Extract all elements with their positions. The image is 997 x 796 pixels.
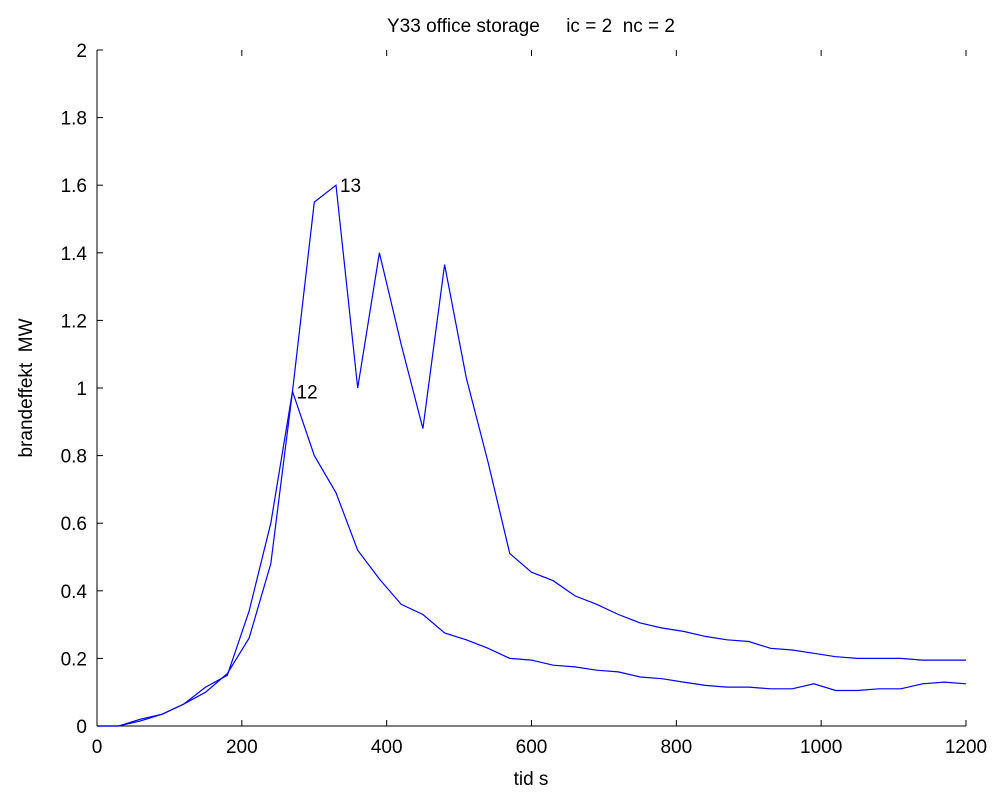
x-axis-label: tid s: [514, 769, 549, 790]
y-tick-label: 0: [76, 717, 87, 738]
y-tick-label: 1.6: [61, 176, 87, 197]
x-tick-label: 800: [660, 737, 692, 758]
axes: [96, 50, 966, 727]
y-tick-label: 0.2: [61, 649, 87, 670]
y-tick-label: 0.4: [61, 582, 88, 603]
y-tick-label: 1.2: [61, 311, 87, 332]
x-tick-label: 1200: [945, 737, 987, 758]
series-line-1: [97, 391, 967, 727]
y-tick-label: 0.8: [61, 447, 87, 468]
y-tick-label: 1.8: [61, 109, 87, 130]
x-tick-label: 600: [516, 737, 548, 758]
series-end-label: 12: [297, 382, 318, 403]
series-end-label: 13: [340, 176, 361, 197]
x-tick-label: 0: [92, 737, 103, 758]
ticks: 0 200 400 600 800 1000 1200 0 0.2 0.4 0.6 0.8 1 1.2 1.…: [61, 41, 988, 758]
series-line-0: [97, 184, 966, 727]
y-axis-label: brandeffekt MW: [16, 318, 37, 457]
x-tick-label: 400: [371, 737, 403, 758]
x-tick-label: 200: [226, 737, 258, 758]
y-tick-label: 1.4: [61, 244, 88, 265]
chart-title: Y33 office storage ic = 2 nc = 2: [387, 16, 675, 37]
y-tick-label: 2: [76, 41, 87, 62]
y-tick-label: 1: [76, 379, 87, 400]
y-tick-label: 0.6: [61, 514, 87, 535]
series-group: [97, 184, 967, 727]
point-labels: 13 12: [297, 176, 362, 403]
x-tick-label: 1000: [800, 737, 842, 758]
